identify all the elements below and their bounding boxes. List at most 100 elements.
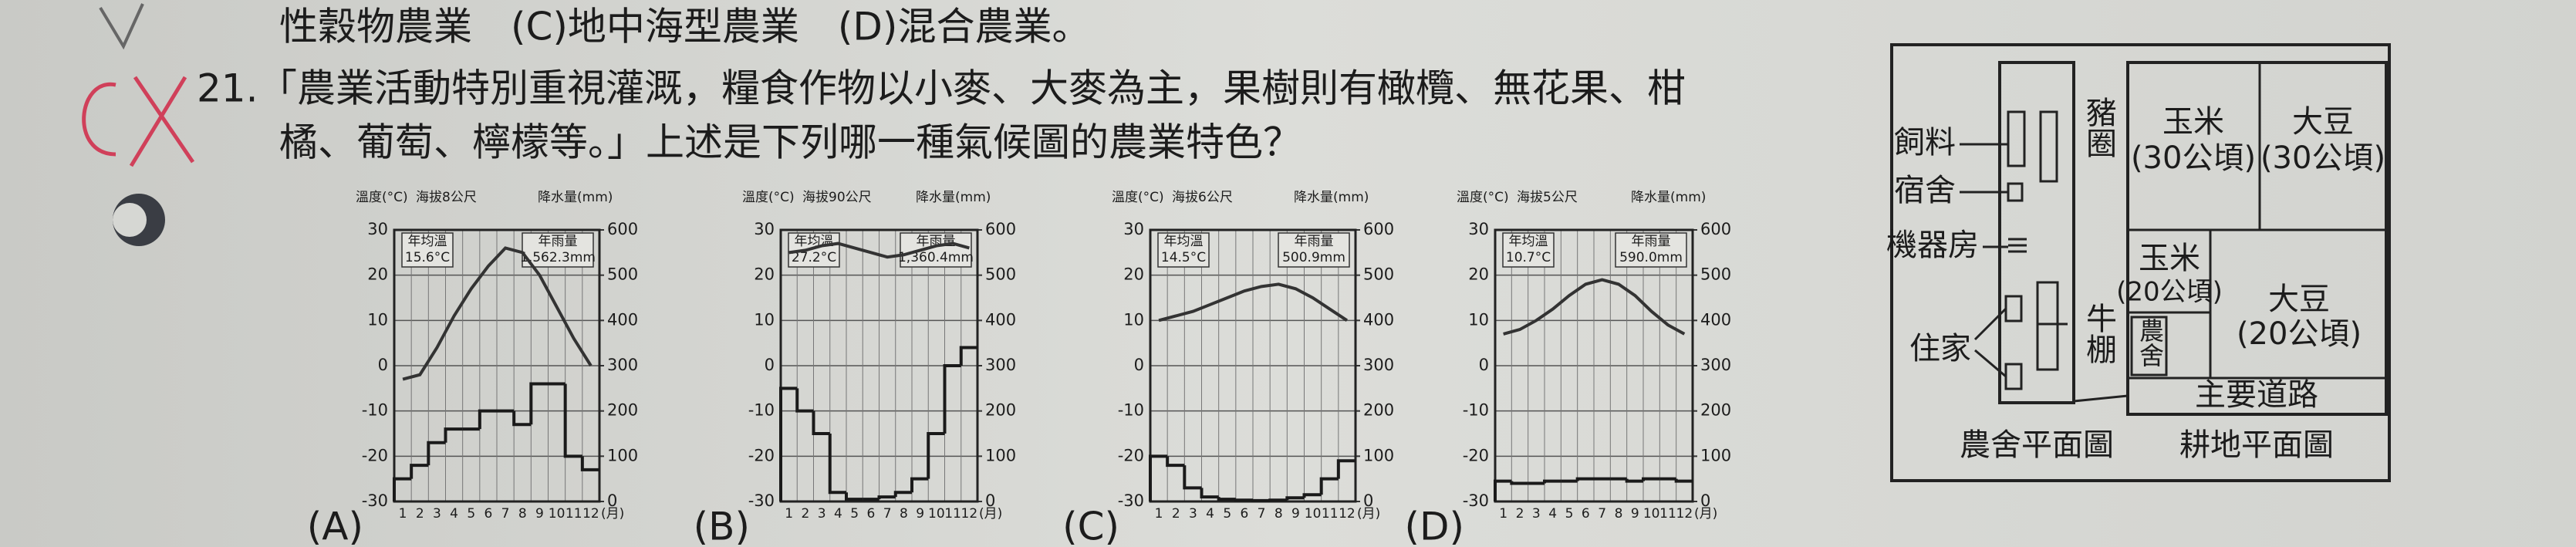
y-tick-label: 0 — [1134, 356, 1144, 374]
x-tick-label: 4 — [450, 506, 458, 522]
precip-step — [478, 409, 497, 430]
option-label: (B) — [694, 505, 750, 547]
label: 農舍平面圖 — [1960, 427, 2114, 463]
y-tick-label: 10 — [1123, 310, 1144, 329]
label: 機器房 — [1886, 228, 1979, 263]
precip-step — [1302, 493, 1322, 498]
precip-step — [959, 346, 977, 366]
precip-step — [828, 434, 846, 495]
info-box — [522, 232, 594, 268]
plot-frame — [779, 228, 979, 503]
precip-step — [529, 382, 549, 425]
x-tick-label: 8 — [518, 506, 527, 522]
x-unit: (月) — [979, 506, 1002, 522]
plot-frame — [393, 228, 601, 503]
info: 500.9mm — [1282, 250, 1345, 265]
pigsty-box — [2039, 110, 2058, 183]
info: 年雨量 — [538, 234, 578, 249]
pen-mark — [99, 3, 144, 50]
x-tick-label: 6 — [866, 506, 875, 522]
y2-tick-label: 300 — [1363, 356, 1394, 374]
y-tick-label: 20 — [1468, 265, 1489, 284]
axis-title: 降水量(mm) — [1294, 190, 1369, 205]
x-tick-label: 3 — [1532, 506, 1541, 522]
x-unit: (月) — [601, 506, 624, 522]
x-tick-label: 4 — [1206, 506, 1214, 522]
y-tick-label: -30 — [1118, 491, 1144, 510]
y2-tick-label: 0 — [1363, 491, 1373, 510]
info-box — [1157, 232, 1210, 268]
label: (30公頃) — [2131, 140, 2256, 176]
x-tick-label: 12 — [1339, 506, 1356, 522]
y-tick-label: 0 — [1479, 356, 1489, 374]
temp-line — [1158, 282, 1349, 322]
y2-tick-label: 200 — [607, 401, 638, 420]
info: 15.6°C — [405, 250, 450, 265]
x-tick-label: 9 — [535, 506, 544, 522]
label: 農舍 — [2135, 318, 2165, 367]
y2-tick-label: 300 — [985, 356, 1016, 374]
x-tick-label: 1 — [785, 506, 793, 522]
info: 27.2°C — [792, 250, 836, 265]
y2-tick-label: 600 — [607, 220, 638, 238]
precip-step — [795, 388, 814, 413]
precip-step — [1336, 459, 1356, 479]
precip-step — [1674, 478, 1693, 483]
precip-step — [1217, 497, 1236, 501]
x-tick-label: 9 — [1631, 506, 1639, 522]
x-tick-label: 5 — [1223, 506, 1231, 522]
axis-title: 降水量(mm) — [916, 190, 991, 205]
info-box — [900, 232, 972, 268]
x-tick-label: 4 — [1548, 506, 1557, 522]
x-tick-label: 4 — [834, 506, 842, 522]
y2-tick-label: 400 — [985, 310, 1016, 329]
label: 宿舍 — [1894, 173, 1956, 208]
y-tick-label: 20 — [754, 265, 775, 284]
y2-tick-label: 0 — [985, 491, 995, 510]
label: (20公頃) — [2116, 277, 2223, 308]
cattle-box — [2036, 281, 2059, 371]
info: 年均溫 — [1509, 234, 1548, 249]
y-tick-label: -30 — [748, 491, 775, 510]
precip-step — [877, 495, 896, 500]
y-tick-label: 0 — [378, 356, 388, 374]
precip-step — [1251, 498, 1271, 502]
precip-step — [1494, 479, 1512, 501]
y2-tick-label: 200 — [985, 401, 1016, 420]
x-unit: (月) — [1694, 506, 1717, 522]
x-tick-label: 7 — [1598, 506, 1606, 522]
y-tick-label: 10 — [1468, 310, 1489, 329]
y2-tick-label: 0 — [607, 491, 617, 510]
label: 耕地平面圖 — [2179, 427, 2334, 463]
y-tick-label: 0 — [765, 356, 775, 374]
y-tick-label: 30 — [367, 220, 388, 238]
option-label: (D) — [1404, 505, 1464, 547]
label: 大豆 — [2292, 104, 2354, 140]
axis-title: 溫度(°C) — [1112, 190, 1164, 205]
y2-tick-label: 100 — [607, 446, 638, 464]
info: 14.5°C — [1161, 250, 1206, 265]
x-tick-label: 6 — [1582, 506, 1590, 522]
x-tick-label: 10 — [549, 506, 566, 522]
temp-line — [788, 241, 970, 259]
x-tick-label: 9 — [916, 506, 924, 522]
label: 大豆 — [2268, 282, 2330, 317]
x-tick-label: 5 — [1565, 506, 1574, 522]
y-tick-label: -30 — [1463, 491, 1489, 510]
x-tick-label: 1 — [1499, 506, 1507, 522]
label: (20公頃) — [2237, 316, 2362, 352]
elevation: 海拔90公尺 — [802, 190, 872, 205]
info-box — [1278, 232, 1350, 268]
farmhouse-box — [2130, 316, 2168, 376]
question-text: 橘、葡萄、檸檬等。」上述是下列哪一種氣候圖的農業特色？ — [279, 120, 1302, 165]
question-number: 21. — [197, 66, 258, 111]
label: 住家 — [1909, 331, 1971, 366]
x-tick-label: 2 — [416, 506, 424, 522]
precip-step — [845, 492, 863, 501]
y2-tick-label: 600 — [1363, 220, 1394, 238]
x-tick-label: 6 — [484, 506, 493, 522]
x-tick-label: 2 — [1172, 506, 1180, 522]
x-tick-label: 9 — [1291, 506, 1300, 522]
